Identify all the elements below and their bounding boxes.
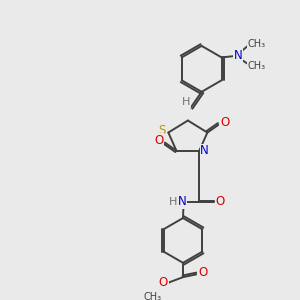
Text: O: O: [159, 276, 168, 290]
Text: S: S: [158, 124, 166, 137]
Text: O: O: [220, 116, 229, 129]
Text: CH₃: CH₃: [248, 39, 266, 49]
Text: O: O: [215, 195, 225, 208]
Text: O: O: [154, 134, 164, 147]
Text: N: N: [178, 195, 187, 208]
Text: N: N: [200, 144, 209, 157]
Text: CH₃: CH₃: [143, 292, 162, 300]
Text: O: O: [198, 266, 207, 279]
Text: H: H: [169, 197, 177, 207]
Text: CH₃: CH₃: [248, 61, 266, 71]
Text: N: N: [234, 50, 242, 62]
Text: H: H: [182, 98, 190, 107]
